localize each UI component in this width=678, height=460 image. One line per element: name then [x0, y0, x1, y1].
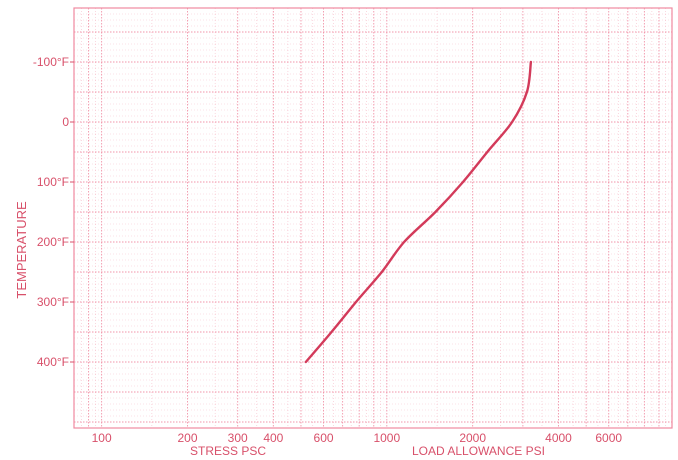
x-tick-label: 1000 [373, 431, 400, 445]
chart-grid [73, 7, 673, 429]
x-tick-label: 300 [228, 431, 248, 445]
x-axis-label-stress: STRESS PSC [190, 444, 266, 458]
y-tick-label: 100°F [37, 175, 69, 189]
series-line [304, 60, 533, 364]
x-tick-label: 100 [92, 431, 112, 445]
y-axis-label: TEMPERATURE [14, 201, 29, 299]
x-tick-label: 2000 [459, 431, 486, 445]
y-axis-tick-labels: -100°F 0 100°F 200°F 300°F 400°F [33, 55, 74, 369]
x-tick-label: 400 [263, 431, 283, 445]
data-series [304, 60, 533, 364]
x-tick-label: 600 [314, 431, 334, 445]
x-tick-label: 4000 [545, 431, 572, 445]
x-axis-tick-labels: 100 200 300 400 600 1000 2000 4000 6000 [92, 431, 623, 445]
y-tick-label: 400°F [37, 355, 69, 369]
x-tick-label: 6000 [595, 431, 622, 445]
plot-border [73, 7, 673, 429]
y-tick-label: 0 [62, 115, 69, 129]
y-tick-label: 300°F [37, 295, 69, 309]
x-axis-label-load: LOAD ALLOWANCE PSI [412, 444, 545, 458]
x-tick-label: 200 [177, 431, 197, 445]
y-tick-label: -100°F [33, 55, 69, 69]
y-tick-label: 200°F [37, 235, 69, 249]
plot-frame [73, 7, 673, 429]
